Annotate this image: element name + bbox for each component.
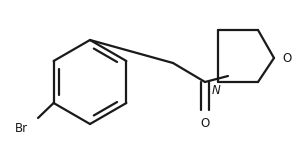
Text: N: N: [212, 84, 220, 97]
Text: O: O: [200, 117, 210, 130]
Text: O: O: [282, 52, 291, 64]
Text: Br: Br: [15, 122, 28, 135]
